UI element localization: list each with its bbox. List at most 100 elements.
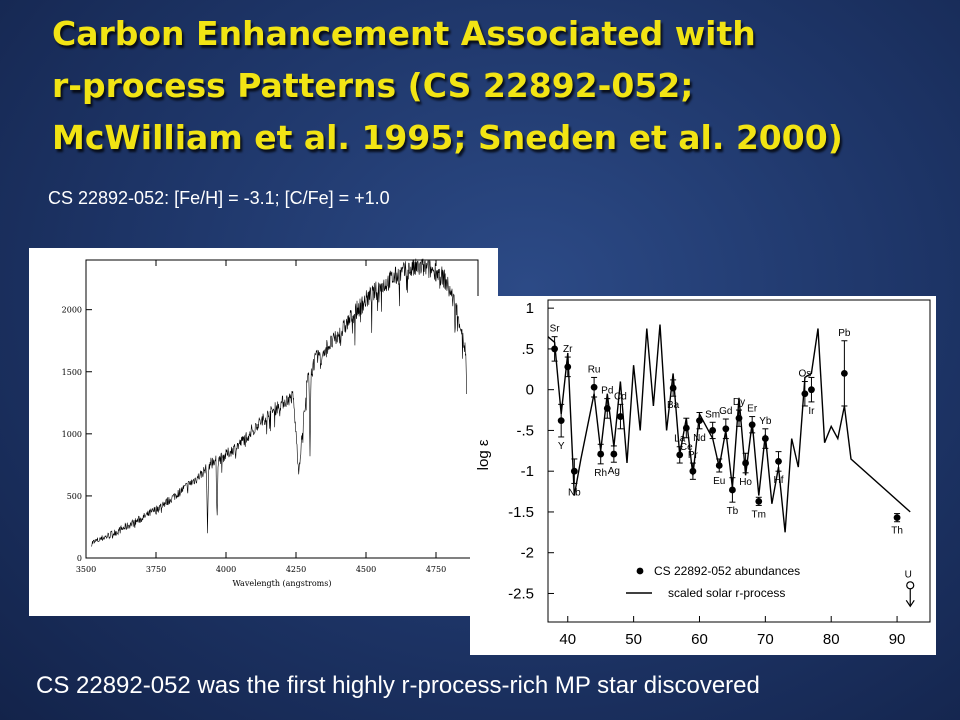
y-tick-label: .5 [521,341,534,358]
abundance-point [669,384,677,392]
x-tick-label: 4000 [216,565,236,574]
y-tick-label: 1500 [62,368,82,377]
spectrum-line [91,258,467,547]
element-label: Ru [588,364,601,375]
element-label: Pd [601,386,613,397]
element-label: Cd [614,391,627,402]
abundance-point [617,413,624,420]
abundance-point [729,486,736,494]
element-label: Zr [563,344,573,355]
y-tick-label: -2 [521,545,534,562]
x-tick-label: 70 [757,631,774,648]
y-tick-label: 1 [526,300,534,317]
y-tick-label: 0 [77,554,82,563]
abundance-point [775,458,782,465]
spectrum-plot-frame [85,259,479,559]
element-label: Yb [759,416,772,427]
y-tick-label: -.5 [516,422,534,439]
upper-limit-point [906,581,915,590]
y-tick-label: 1000 [62,430,82,439]
abundance-point [761,435,769,442]
element-label: Th [891,526,903,537]
x-tick-label: 4250 [286,565,306,574]
abundance-point [696,417,703,425]
abundance-point [557,417,565,425]
x-tick-label: 40 [559,631,576,648]
x-tick-label: 4500 [356,565,376,574]
element-label: Ir [808,406,815,417]
x-tick-label: 50 [625,631,642,648]
abundance-point [735,414,743,422]
slide-title: Carbon Enhancement Associated with r-pro… [52,8,932,164]
element-label: Y [558,441,565,452]
element-label: Ho [739,477,752,488]
x-tick-label: 80 [823,631,840,648]
y-axis-label: log ε [475,439,492,470]
abundance-point [682,424,690,432]
abundance-point [840,369,848,377]
x-tick-label: 3750 [146,565,166,574]
abundance-point [715,462,723,469]
element-label: Pb [838,328,851,339]
abundance-point [748,421,756,429]
abundance-point [709,427,717,434]
element-label: Eu [713,476,725,487]
y-tick-label: 0 [526,382,534,399]
element-label: Sm [705,409,720,420]
element-label: Tb [727,506,739,517]
x-tick-label: 60 [691,631,708,648]
abundance-point [570,467,578,475]
x-tick-label: 4750 [426,565,446,574]
abundance-point [755,497,763,505]
abundance-point [893,514,901,522]
abundance-point [801,390,809,398]
element-label: Pr [688,450,699,461]
element-label: Os [798,369,811,380]
abundance-point [689,467,697,475]
element-label: Dy [733,397,745,408]
title-line-3: McWilliam et al. 1995; Sneden et al. 200… [52,118,843,157]
abundance-point [603,405,611,412]
element-label: Rh [594,468,607,479]
abundance-point [722,425,730,433]
title-line-2: r-process Patterns (CS 22892-052; [52,66,694,105]
abundance-point [676,451,684,459]
y-tick-label: 500 [67,492,82,501]
y-tick-label: -1.5 [508,504,534,521]
x-tick-label: 90 [889,631,906,648]
abundance-chart: 40 50 60 70 80 90 1 .5 0 -.5 -1 -1.5 -2 -2.5 log ε Sr Y Z… [475,299,931,648]
star-parameters-caption: CS 22892-052: [Fe/H] = -3.1; [C/Fe] = +1… [48,188,390,208]
element-label: Ba [667,400,680,411]
element-label: Nd [693,433,706,444]
element-label: Gd [719,406,732,417]
element-label: Hf [774,475,784,486]
legend-label-abundances: CS 22892-052 abundances [654,564,800,578]
abundance-plot-frame [547,299,931,623]
element-label: Ce [680,442,693,453]
abundance-point [610,450,618,458]
x-axis-label: Wavelength (angstroms) [233,579,332,588]
y-tick-label: -1 [521,463,534,480]
element-label: Er [747,404,758,415]
legend-label-solar: scaled solar r-process [668,586,785,600]
abundance-point [808,386,815,394]
element-label: Nb [568,487,581,498]
element-label: La [674,434,686,445]
abundance-point [590,383,598,391]
element-label: Ag [608,466,620,477]
abundance-point [597,450,605,458]
upper-limit-arrowhead [905,599,915,608]
spectrum-chart-panel: 3500 3750 4000 4250 4500 4750 0 500 1000 1500 2000… [29,248,498,616]
legend-marker-abundances [636,567,644,575]
abundance-point [564,363,572,371]
solar-r-process-line [547,324,911,533]
abundance-chart-panel: 40 50 60 70 80 90 1 .5 0 -.5 -1 -1.5 -2 -2.5 log ε Sr Y Z… [470,296,936,655]
element-label: Tm [752,509,766,520]
y-tick-label: -2.5 [508,585,534,602]
x-tick-label: 3500 [76,565,96,574]
element-label: Sr [550,324,561,335]
footer-caption: CS 22892-052 was the first highly r-proc… [36,672,760,699]
spectrum-chart: 3500 3750 4000 4250 4500 4750 0 500 1000 1500 2000… [62,258,479,588]
abundance-point [742,459,749,467]
title-line-1: Carbon Enhancement Associated with [52,14,756,53]
